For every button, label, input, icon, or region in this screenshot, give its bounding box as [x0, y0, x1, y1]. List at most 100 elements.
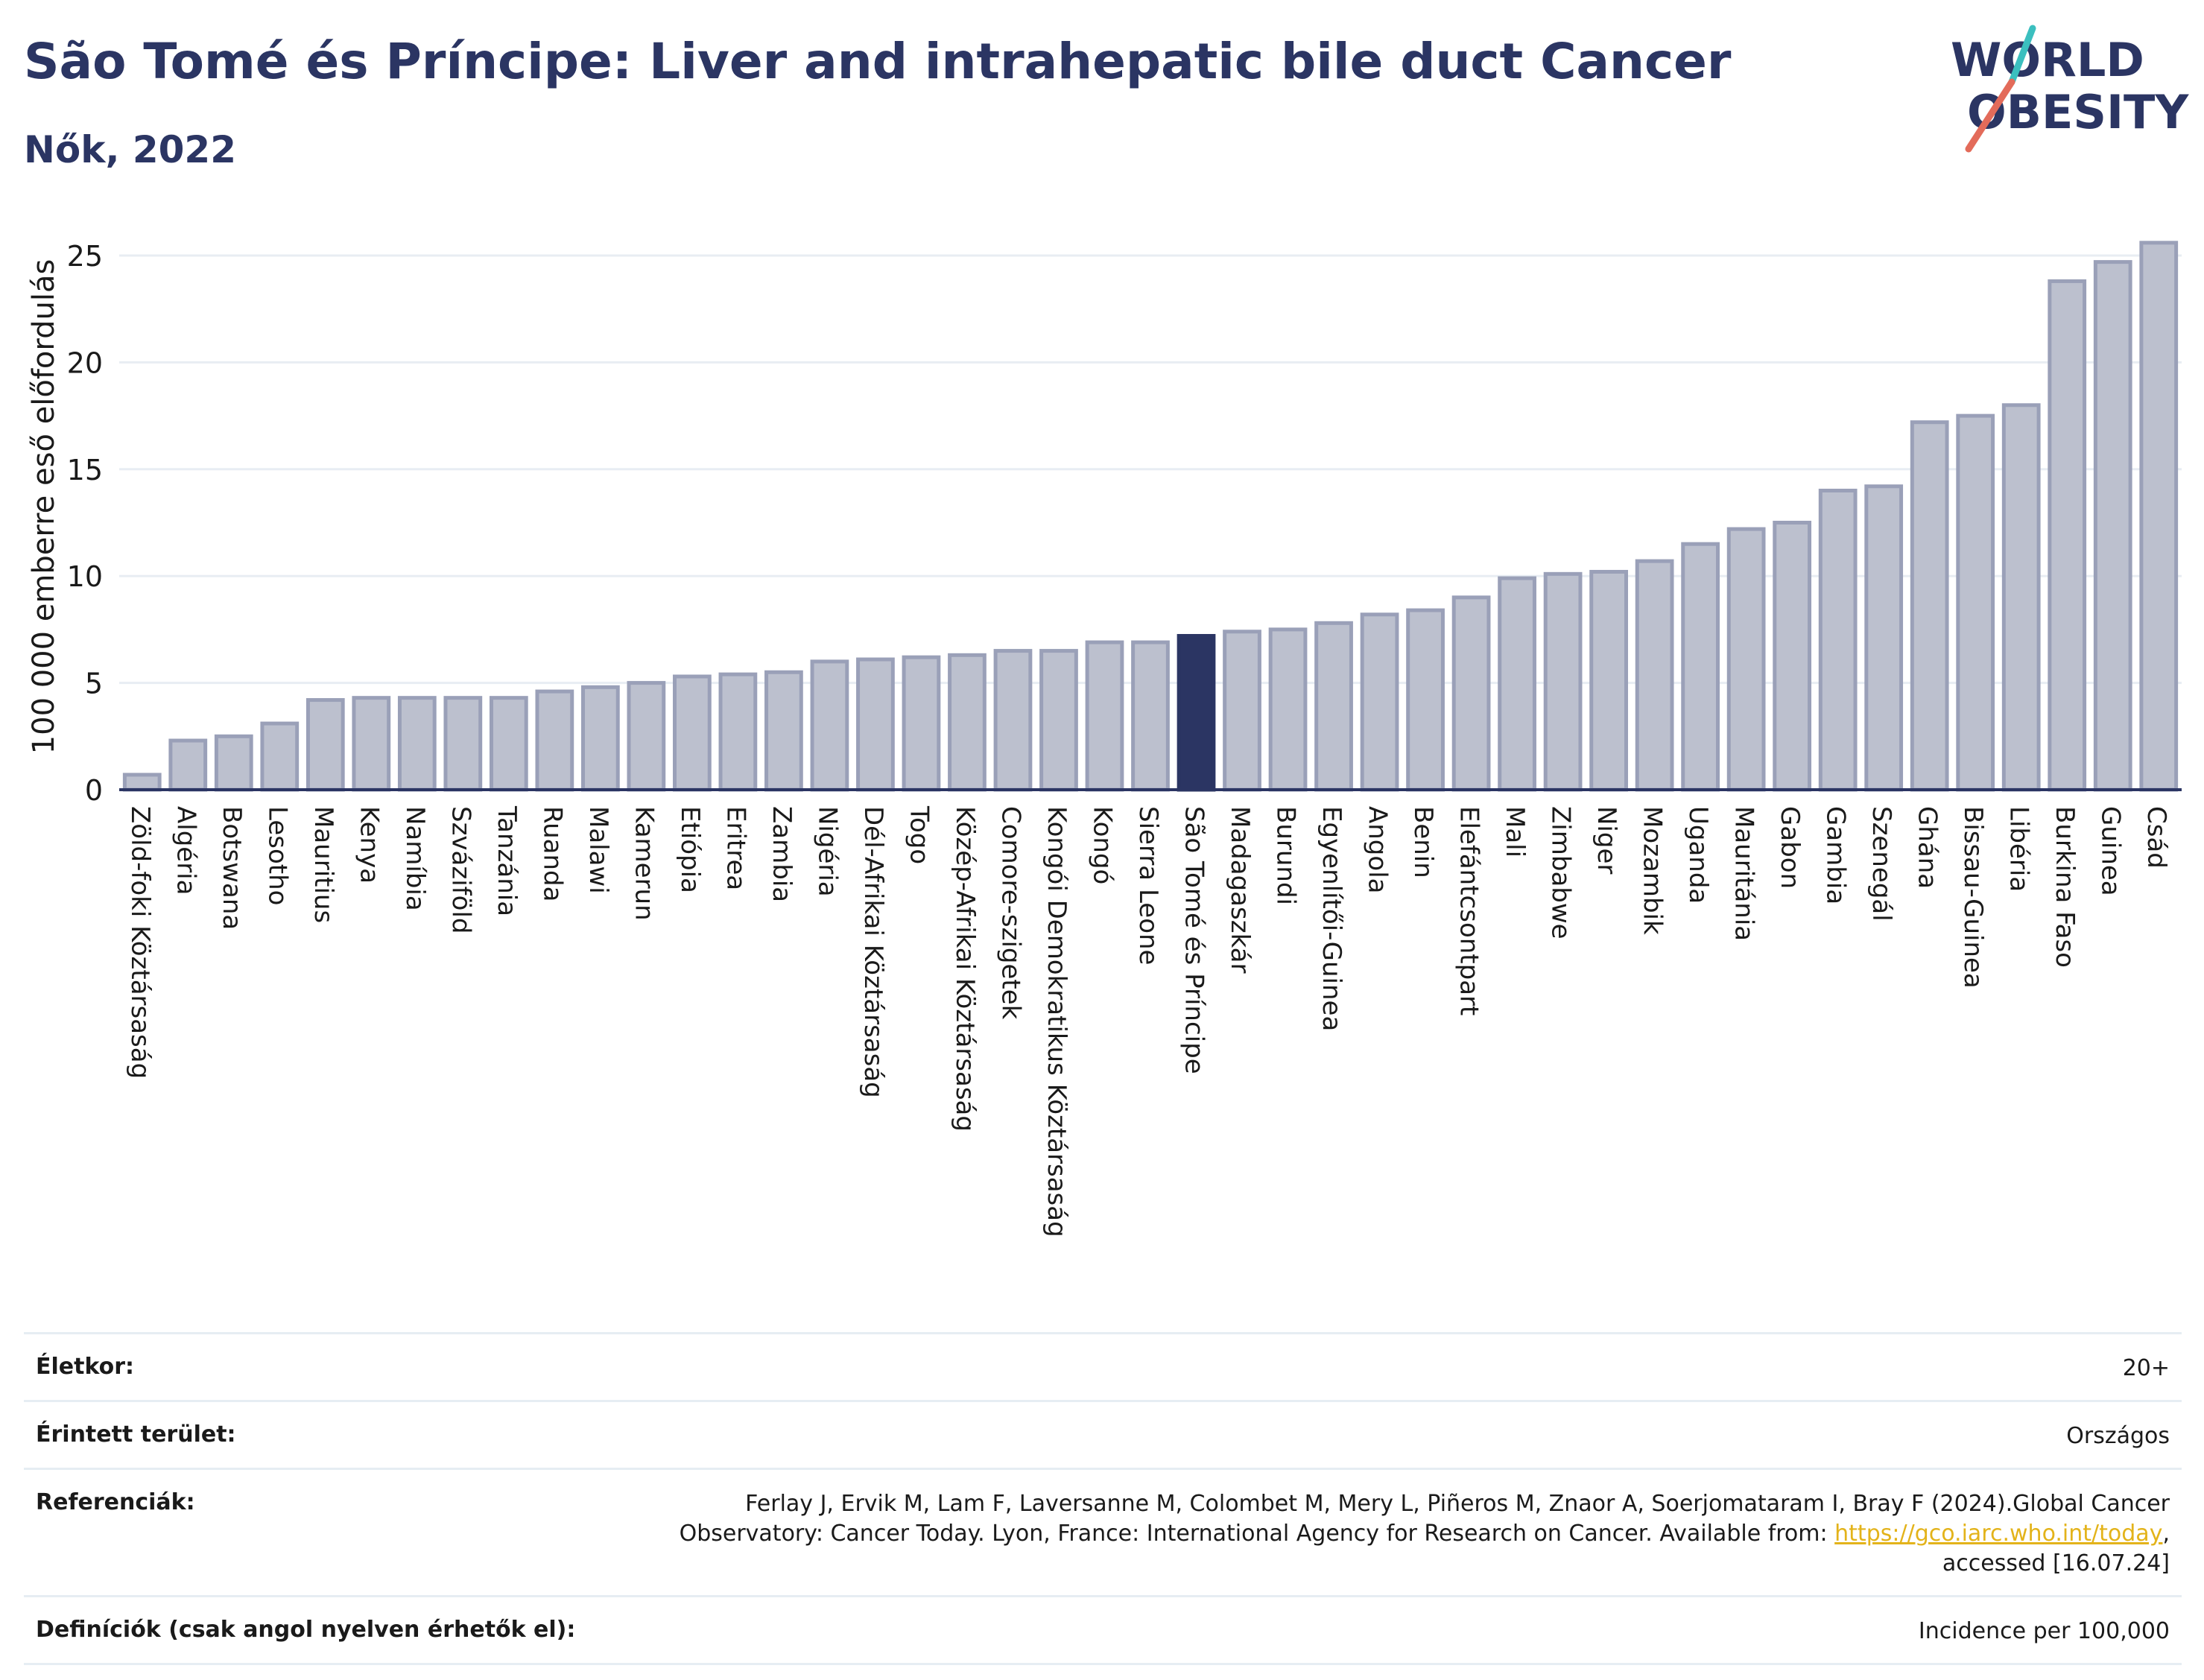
area-value: Országos [2066, 1423, 2170, 1449]
definitions-value: Incidence per 100,000 [1918, 1618, 2170, 1644]
y-axis-label: 100 000 emberre eső előfordulás [27, 259, 61, 755]
bar [580, 685, 620, 792]
x-tick-label: Sierra Leone [1133, 806, 1163, 965]
x-tick-label: Gabon [1775, 806, 1805, 889]
x-tick-label: Libéria [2004, 806, 2034, 892]
bar [1131, 640, 1170, 792]
x-tick-label: Algéria [171, 806, 200, 895]
reference-link[interactable]: https://gco.iarc.who.int/today [1834, 1521, 2163, 1547]
x-tick-label: Tanzánia [492, 805, 522, 916]
bar [1268, 627, 1308, 792]
x-tick-label: Botswana [217, 806, 247, 930]
bar [993, 649, 1033, 792]
info-table: Életkor: 20+ Érintett terület: Országos … [24, 1332, 2182, 1665]
x-tick-label: Kongói Demokratikus Köztársaság [1042, 806, 1071, 1237]
x-tick-label: Eritrea [721, 806, 750, 890]
bar [856, 657, 895, 792]
bar [352, 696, 391, 792]
bar [764, 670, 803, 792]
logo-text-world: WORLD [1951, 33, 2144, 87]
y-tick-label: 0 [85, 774, 103, 807]
bar [1543, 571, 1583, 792]
bar [718, 672, 758, 792]
x-tick-label: Etiópia [675, 806, 705, 893]
definitions-label: Definíciók (csak angol nyelven érhetők e… [36, 1617, 576, 1643]
x-tick-label: Dél-Afrikai Köztársaság [858, 806, 888, 1098]
bar [1910, 420, 1949, 792]
bar [1726, 527, 1766, 792]
x-tick-label: Uganda [1683, 806, 1713, 904]
x-tick-label: Közép-Afrikai Köztársaság [950, 806, 980, 1132]
x-tick-label: Comore-szigetek [995, 806, 1025, 1020]
bar [1177, 634, 1216, 792]
bar [1314, 621, 1353, 792]
chart-title: São Tomé és Príncipe: Liver and intrahep… [24, 33, 1732, 90]
x-tick-label: Burkina Faso [2050, 806, 2080, 968]
bar [902, 655, 941, 792]
bar [1681, 542, 1720, 792]
x-tick-label: Mozambik [1638, 806, 1668, 935]
bar [1589, 569, 1628, 792]
bar [214, 734, 253, 792]
x-tick-label: Malawi [583, 806, 613, 894]
chart-subtitle: Nők, 2022 [24, 128, 237, 171]
age-value: 20+ [2122, 1355, 2170, 1381]
x-tick-label: Mauritánia [1729, 806, 1759, 941]
x-tick-label: Ghána [1913, 806, 1942, 889]
bar [948, 653, 987, 792]
x-tick-label: Ruanda [537, 806, 567, 901]
bar [1818, 488, 1858, 792]
x-tick-label: Madagaszkár [1225, 806, 1255, 973]
bar [535, 689, 574, 792]
world-obesity-logo: WORLD OBESITY [1951, 25, 2189, 153]
bar [2048, 279, 2087, 792]
info-row-age: Életkor: 20+ [24, 1332, 2182, 1400]
bar [1223, 630, 1261, 792]
bar [2001, 403, 2041, 792]
x-tick-label: Zöld-foki Köztársaság [125, 806, 155, 1079]
bar [1406, 608, 1445, 792]
x-tick-label: Kongó [1087, 806, 1117, 884]
y-tick-label: 10 [67, 560, 103, 593]
x-tick-label: Togo [904, 805, 934, 864]
info-row-references: Referenciák: Ferlay J, Ervik M, Lam F, L… [24, 1468, 2182, 1595]
bar [1498, 576, 1536, 792]
bar [443, 696, 483, 792]
bar [1451, 595, 1491, 792]
x-tick-label: Elefántcsontpart [1454, 806, 1484, 1015]
logo-slash-red [1965, 78, 2015, 153]
reference-text-1: Ferlay J, Ervik M, Lam F, Laversanne M, … [745, 1491, 2170, 1517]
y-tick-label: 25 [67, 240, 103, 273]
bar [2139, 241, 2179, 792]
references-value: Ferlay J, Ervik M, Lam F, Laversanne M, … [679, 1491, 2170, 1576]
bar [673, 674, 712, 792]
x-tick-label: São Tomé és Príncipe [1179, 806, 1209, 1074]
area-label: Érintett terület: [36, 1421, 236, 1448]
y-tick-label: 20 [67, 346, 103, 379]
bar [260, 721, 300, 792]
x-tick-label: Bissau-Guinea [1958, 806, 1988, 989]
x-tick-label: Lesotho [262, 806, 292, 905]
references-label: Referenciák: [36, 1489, 195, 1515]
x-tick-label: Egyenlítői-Guinea [1317, 806, 1346, 1031]
bar [489, 696, 528, 792]
bar [810, 659, 849, 792]
reference-text-2: Observatory: Cancer Today. Lyon, France:… [679, 1521, 1828, 1547]
bar [305, 698, 345, 792]
bar [2093, 260, 2132, 792]
x-tick-label: Kenya [354, 806, 384, 884]
bar [1085, 640, 1124, 792]
y-tick-label: 5 [85, 668, 103, 700]
x-tick-label: Gambia [1821, 806, 1851, 904]
bar [1360, 612, 1399, 792]
bar [1039, 649, 1078, 792]
y-tick-label: 15 [67, 454, 103, 486]
x-tick-label: Angola [1363, 806, 1393, 893]
bar [1956, 413, 1995, 792]
bar [1773, 521, 1812, 792]
x-tick-label: Csád [2141, 806, 2171, 869]
info-row-definitions: Definíciók (csak angol nyelven érhetők e… [24, 1595, 2182, 1665]
bar [122, 773, 162, 792]
bar [1635, 559, 1674, 792]
x-tick-label: Mauritius [308, 806, 338, 923]
